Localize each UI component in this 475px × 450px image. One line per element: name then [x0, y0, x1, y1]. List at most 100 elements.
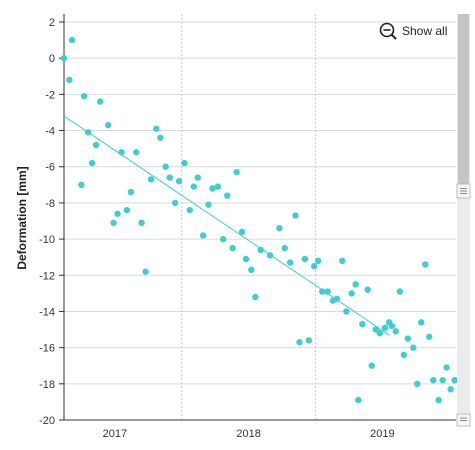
data-point[interactable] — [430, 377, 437, 384]
data-point[interactable] — [396, 288, 404, 295]
y-tick-label: -18 — [39, 379, 55, 391]
y-tick-label: -12 — [39, 270, 55, 282]
data-point[interactable] — [175, 178, 183, 185]
data-point[interactable] — [171, 199, 179, 207]
data-point[interactable] — [224, 192, 231, 199]
data-point[interactable] — [233, 168, 240, 176]
data-point[interactable] — [127, 188, 135, 196]
data-point[interactable] — [400, 351, 408, 359]
x-tick-label: 2017 — [103, 428, 127, 440]
y-tick-labels: 2 0 -2 -4 -6 -8 -10 -12 -14 -16 -18 -20 — [39, 17, 64, 427]
data-point[interactable] — [92, 141, 100, 149]
zoom-out-icon[interactable] — [379, 22, 397, 40]
data-point[interactable] — [266, 252, 274, 259]
data-point[interactable] — [190, 183, 197, 190]
data-point[interactable] — [66, 76, 73, 84]
data-point[interactable] — [142, 268, 149, 275]
data-point[interactable] — [368, 362, 375, 369]
data-point[interactable] — [186, 206, 193, 214]
data-point[interactable] — [286, 259, 294, 266]
data-point[interactable] — [138, 219, 145, 227]
data-point[interactable] — [118, 149, 125, 156]
data-point[interactable] — [352, 281, 359, 288]
data-point[interactable] — [364, 286, 371, 293]
data-point[interactable] — [426, 333, 433, 340]
data-point[interactable] — [292, 212, 299, 219]
data-point[interactable] — [114, 210, 121, 217]
data-point[interactable] — [447, 386, 454, 393]
data-point[interactable] — [296, 339, 303, 346]
scrollbar-top-handle[interactable] — [456, 183, 471, 199]
vertical-scrollbar[interactable] — [456, 14, 471, 427]
data-point[interactable] — [220, 235, 227, 243]
show-all-label[interactable]: Show all — [402, 24, 447, 38]
data-point[interactable] — [310, 263, 318, 270]
data-point[interactable] — [181, 159, 188, 167]
data-point[interactable] — [418, 319, 425, 326]
x-tick-labels: 2017 2018 2019 — [103, 428, 395, 440]
data-point[interactable] — [324, 288, 331, 295]
data-point[interactable] — [199, 232, 207, 239]
data-point[interactable] — [409, 344, 417, 351]
data-point[interactable] — [248, 266, 255, 274]
data-point[interactable] — [314, 257, 322, 264]
data-point[interactable] — [355, 396, 362, 404]
scrollbar-bottom-handle[interactable] — [456, 413, 471, 427]
scrollbar-thumb[interactable] — [458, 14, 469, 188]
data-point[interactable] — [88, 159, 96, 167]
data-point[interactable] — [104, 121, 112, 129]
data-point[interactable] — [166, 174, 173, 181]
data-point[interactable] — [388, 322, 395, 330]
data-point[interactable] — [276, 225, 283, 232]
data-point[interactable] — [422, 261, 429, 268]
data-point[interactable] — [376, 329, 383, 337]
data-point[interactable] — [157, 134, 164, 141]
data-point[interactable] — [333, 295, 341, 302]
data-point[interactable] — [162, 163, 169, 170]
data-point[interactable] — [242, 255, 250, 263]
data-point[interactable] — [229, 244, 236, 252]
data-point[interactable] — [439, 377, 446, 384]
data-point[interactable] — [339, 257, 346, 264]
data-point[interactable] — [214, 183, 222, 190]
axes — [63, 14, 456, 421]
data-point[interactable] — [205, 201, 212, 208]
data-point[interactable] — [359, 320, 366, 328]
data-point[interactable] — [392, 328, 399, 335]
data-point[interactable] — [80, 92, 88, 100]
data-point[interactable] — [435, 396, 442, 404]
data-point[interactable] — [257, 246, 264, 254]
data-point[interactable] — [305, 337, 313, 344]
data-point[interactable] — [96, 98, 104, 105]
x-tick-label: 2019 — [370, 428, 394, 440]
y-tick-label: 2 — [49, 17, 55, 29]
data-point[interactable] — [84, 129, 92, 136]
data-point[interactable] — [451, 377, 458, 384]
y-tick-label: -20 — [39, 415, 55, 427]
data-point[interactable] — [343, 308, 350, 315]
show-all-button[interactable]: Show all — [376, 20, 452, 42]
data-point[interactable] — [252, 293, 259, 301]
data-point[interactable] — [209, 185, 216, 192]
data-point[interactable] — [381, 324, 389, 331]
data-point[interactable] — [133, 149, 140, 156]
data-points — [60, 36, 458, 404]
data-point[interactable] — [153, 125, 160, 132]
data-point[interactable] — [68, 36, 76, 44]
data-point[interactable] — [443, 364, 450, 371]
data-point[interactable] — [147, 176, 155, 183]
data-point[interactable] — [301, 255, 309, 263]
data-point[interactable] — [404, 335, 412, 342]
data-point[interactable] — [281, 244, 288, 252]
data-point[interactable] — [194, 174, 201, 181]
data-point[interactable] — [414, 380, 421, 388]
data-point[interactable] — [123, 206, 131, 214]
data-point[interactable] — [110, 219, 117, 227]
data-point[interactable] — [348, 290, 355, 297]
data-point[interactable] — [78, 181, 85, 189]
data-point[interactable] — [238, 228, 246, 236]
data-point[interactable] — [319, 288, 326, 295]
data-point[interactable] — [60, 54, 68, 62]
